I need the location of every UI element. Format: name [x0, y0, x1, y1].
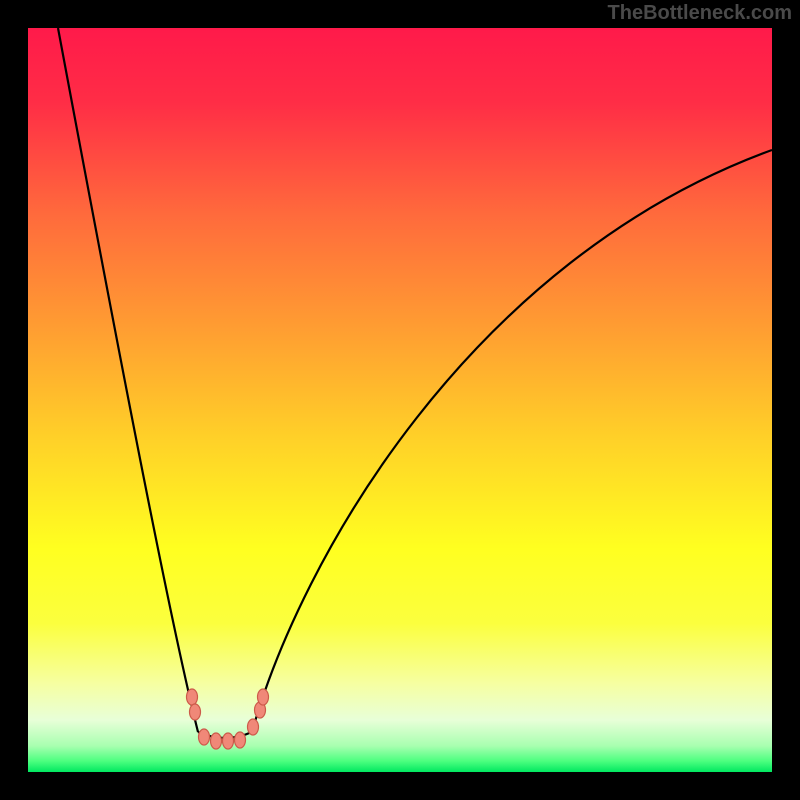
chart-plot-area: [28, 28, 772, 772]
marker-point: [248, 719, 259, 735]
marker-point: [199, 729, 210, 745]
marker-point: [211, 733, 222, 749]
marker-point: [235, 732, 246, 748]
marker-point: [223, 733, 234, 749]
curve-left-branch: [58, 28, 198, 732]
marker-point: [187, 689, 198, 705]
curve-right-branch: [252, 150, 772, 732]
watermark-text: TheBottleneck.com: [608, 2, 792, 25]
marker-point: [190, 704, 201, 720]
chart-curves-layer: [28, 28, 772, 772]
marker-point: [258, 689, 269, 705]
